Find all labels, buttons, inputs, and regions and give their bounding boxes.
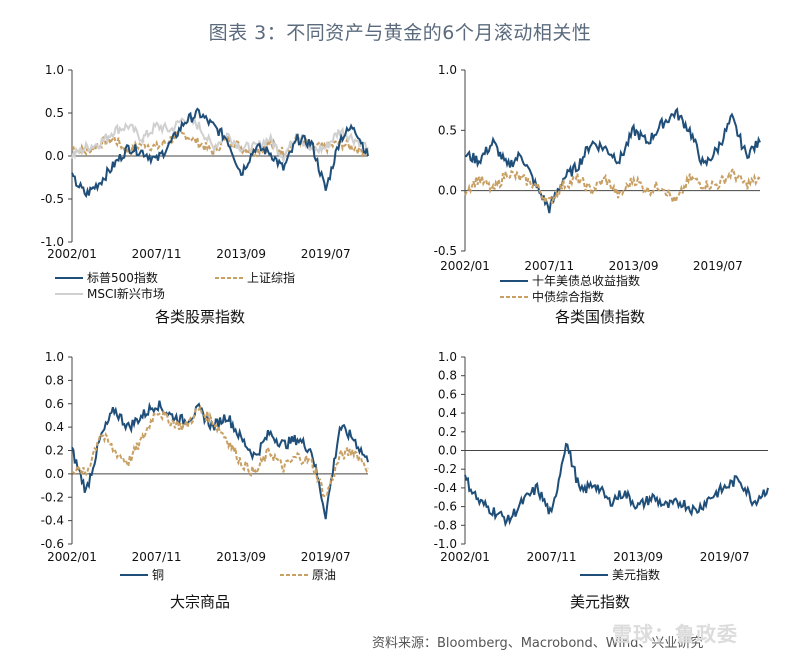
- legend-label: 十年美债总收益指数: [532, 273, 640, 288]
- y-tick-label: -0.6: [434, 500, 457, 514]
- x-tick-label: 2013/09: [216, 550, 266, 564]
- y-tick-label: 0.2: [438, 425, 457, 439]
- series-line-2: [464, 167, 761, 207]
- x-tick-label: 2002/01: [47, 247, 97, 261]
- y-tick-label: -1.0: [41, 235, 64, 249]
- y-tick-label: 0.8: [45, 373, 64, 387]
- x-tick-label: 2002/01: [440, 259, 490, 273]
- y-tick-label: -0.4: [434, 481, 457, 495]
- x-tick-label: 2002/01: [440, 550, 490, 564]
- y-tick-label: 1.0: [45, 63, 64, 77]
- x-tick-label: 2002/01: [47, 550, 97, 564]
- y-tick-label: -0.4: [41, 514, 64, 528]
- y-tick-label: 0.5: [45, 106, 64, 120]
- x-tick-label: 2007/11: [132, 247, 182, 261]
- y-tick-label: -0.5: [434, 244, 457, 258]
- legend-label: 上证综指: [247, 270, 295, 285]
- y-tick-label: 1.0: [45, 350, 64, 364]
- x-tick-label: 2019/07: [301, 247, 351, 261]
- legend-label: 铜: [152, 567, 164, 582]
- x-tick-label: 2019/07: [301, 550, 351, 564]
- x-tick-label: 2013/09: [609, 259, 659, 273]
- y-tick-label: 1.0: [438, 63, 457, 77]
- legend-label: 美元指数: [612, 567, 660, 582]
- y-tick-label: 0.0: [45, 467, 64, 481]
- y-tick-label: 0.0: [45, 149, 64, 163]
- y-tick-label: 1.0: [438, 350, 457, 364]
- y-tick-label: 0.8: [438, 369, 457, 383]
- series-line-2: [71, 130, 369, 158]
- panel-caption: 各类股票指数: [155, 308, 245, 326]
- series-line-1: [71, 400, 369, 520]
- chart-title: 图表 3：不同资产与黄金的6个月滚动相关性: [208, 22, 592, 44]
- series-line-2: [71, 404, 369, 498]
- y-tick-label: -0.5: [41, 192, 64, 206]
- y-tick-label: 0.0: [438, 184, 457, 198]
- watermark: 雪球：鲁政委: [612, 622, 738, 646]
- legend-label: 中债综合指数: [532, 289, 604, 304]
- y-tick-label: 0.2: [45, 444, 64, 458]
- x-tick-label: 2019/07: [693, 259, 743, 273]
- panel-caption: 美元指数: [570, 593, 630, 611]
- y-tick-label: -1.0: [434, 537, 457, 551]
- source-note: 资料来源：Bloomberg、Macrobond、Wind、兴业研究: [372, 636, 704, 651]
- panel-caption: 大宗商品: [170, 593, 230, 611]
- y-tick-label: 0.0: [438, 444, 457, 458]
- series-line-1: [464, 107, 761, 214]
- series-line-3: [71, 112, 369, 164]
- y-tick-label: 0.6: [45, 397, 64, 411]
- y-tick-label: 0.4: [45, 420, 64, 434]
- legend-label: 原油: [312, 568, 336, 582]
- y-tick-label: -0.6: [41, 537, 64, 551]
- series-line-1: [464, 442, 769, 528]
- y-tick-label: -0.2: [41, 490, 64, 504]
- chart-panel-dollar: 1.00.80.60.40.20.0-0.2-0.4-0.6-0.8-1.020…: [434, 350, 769, 611]
- legend-label: 标普500指数: [87, 270, 158, 285]
- y-tick-label: 0.6: [438, 387, 457, 401]
- y-tick-label: -0.8: [434, 518, 457, 532]
- x-tick-label: 2019/07: [700, 550, 750, 564]
- series-line-1: [71, 107, 369, 199]
- panel-caption: 各类国债指数: [555, 308, 645, 326]
- x-tick-label: 2007/11: [527, 550, 577, 564]
- y-tick-label: -0.2: [434, 462, 457, 476]
- x-tick-label: 2013/09: [613, 550, 663, 564]
- legend-label: MSCI新兴市场: [87, 286, 165, 301]
- x-tick-label: 2007/11: [132, 550, 182, 564]
- y-tick-label: 0.5: [438, 123, 457, 137]
- y-tick-label: 0.4: [438, 406, 457, 420]
- x-tick-label: 2007/11: [524, 259, 574, 273]
- x-tick-label: 2013/09: [216, 247, 266, 261]
